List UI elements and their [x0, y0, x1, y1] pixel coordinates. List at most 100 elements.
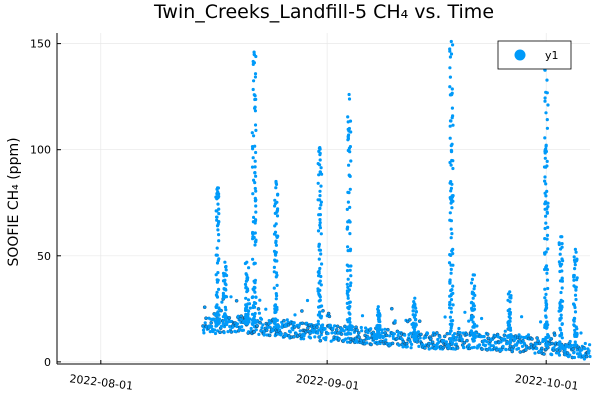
data-point: [210, 324, 214, 328]
data-point: [545, 118, 549, 122]
data-point: [346, 245, 350, 249]
data-point: [254, 210, 258, 214]
data-point: [345, 227, 349, 231]
data-point: [345, 269, 350, 273]
data-point: [345, 282, 349, 286]
data-point: [449, 236, 453, 240]
data-point: [253, 243, 257, 247]
data-point: [272, 325, 277, 329]
data-point: [264, 307, 268, 311]
data-point: [550, 341, 555, 346]
data-point: [273, 252, 277, 256]
data-point: [318, 206, 322, 210]
data-point: [360, 329, 364, 333]
data-point: [543, 226, 547, 231]
data-point: [254, 204, 258, 208]
data-point: [252, 262, 256, 266]
data-point: [321, 308, 325, 313]
data-point: [471, 333, 475, 337]
data-point: [253, 171, 257, 175]
data-point: [274, 271, 279, 275]
data-point: [472, 339, 476, 343]
data-point: [246, 319, 250, 323]
data-point: [356, 330, 361, 335]
data-point: [346, 127, 350, 131]
data-point: [537, 341, 542, 346]
data-point: [449, 329, 453, 333]
data-point: [449, 271, 453, 275]
data-point: [334, 327, 339, 332]
data-point: [345, 289, 349, 293]
data-point: [253, 219, 257, 223]
data-point: [214, 253, 218, 257]
data-point: [364, 326, 368, 330]
data-point: [470, 300, 474, 304]
data-point-peak: [216, 186, 220, 190]
data-point: [451, 334, 455, 338]
data-point: [450, 149, 454, 153]
data-point: [545, 268, 550, 272]
data-point: [470, 306, 474, 310]
y-tick-label: 100: [30, 144, 51, 157]
data-point: [544, 194, 548, 198]
data-point: [319, 232, 323, 236]
data-point: [441, 345, 446, 350]
data-point: [319, 252, 323, 256]
data-point: [346, 277, 350, 281]
data-point: [454, 342, 458, 346]
data-point: [347, 163, 351, 167]
data-point: [345, 207, 349, 211]
data-point: [316, 313, 320, 317]
data-point: [572, 350, 576, 354]
data-point: [360, 314, 365, 318]
data-point: [246, 302, 250, 306]
data-point: [317, 274, 321, 278]
data-point: [573, 293, 578, 297]
data-point: [430, 340, 435, 344]
data-point: [300, 309, 304, 313]
data-point: [508, 339, 513, 343]
data-point: [346, 120, 350, 124]
data-point: [264, 328, 269, 333]
data-point: [272, 286, 276, 290]
data-point: [508, 312, 512, 316]
data-point: [274, 243, 278, 247]
data-point: [367, 336, 371, 340]
data-point: [448, 75, 452, 79]
data-point: [520, 344, 525, 348]
data-point: [473, 284, 477, 288]
data-point: [543, 136, 547, 140]
data-point: [275, 283, 279, 287]
data-point: [346, 115, 350, 119]
data-point: [508, 326, 512, 330]
data-point: [349, 274, 353, 278]
data-point: [275, 318, 279, 322]
data-point: [509, 294, 513, 298]
data-point: [320, 329, 324, 333]
data-point: [451, 166, 455, 171]
data-point: [397, 343, 401, 347]
data-point: [455, 346, 460, 350]
data-point: [316, 198, 320, 202]
data-point: [313, 335, 317, 339]
data-point: [349, 281, 353, 285]
data-point: [469, 329, 473, 333]
data-point: [217, 239, 221, 243]
data-point: [252, 314, 257, 318]
data-point: [319, 316, 323, 320]
data-point-peak: [274, 179, 278, 184]
data-point: [222, 295, 226, 299]
data-point: [389, 306, 394, 311]
data-point: [544, 221, 548, 225]
data-point: [276, 234, 280, 238]
data-point: [217, 307, 221, 311]
data-point: [244, 306, 248, 310]
data-point: [560, 336, 564, 340]
data-point: [251, 87, 255, 92]
data-point: [450, 341, 454, 345]
data-point: [565, 351, 570, 355]
data-point: [274, 186, 278, 190]
data-point: [557, 341, 562, 345]
data-point-peak: [508, 290, 512, 294]
data-point: [316, 319, 320, 323]
